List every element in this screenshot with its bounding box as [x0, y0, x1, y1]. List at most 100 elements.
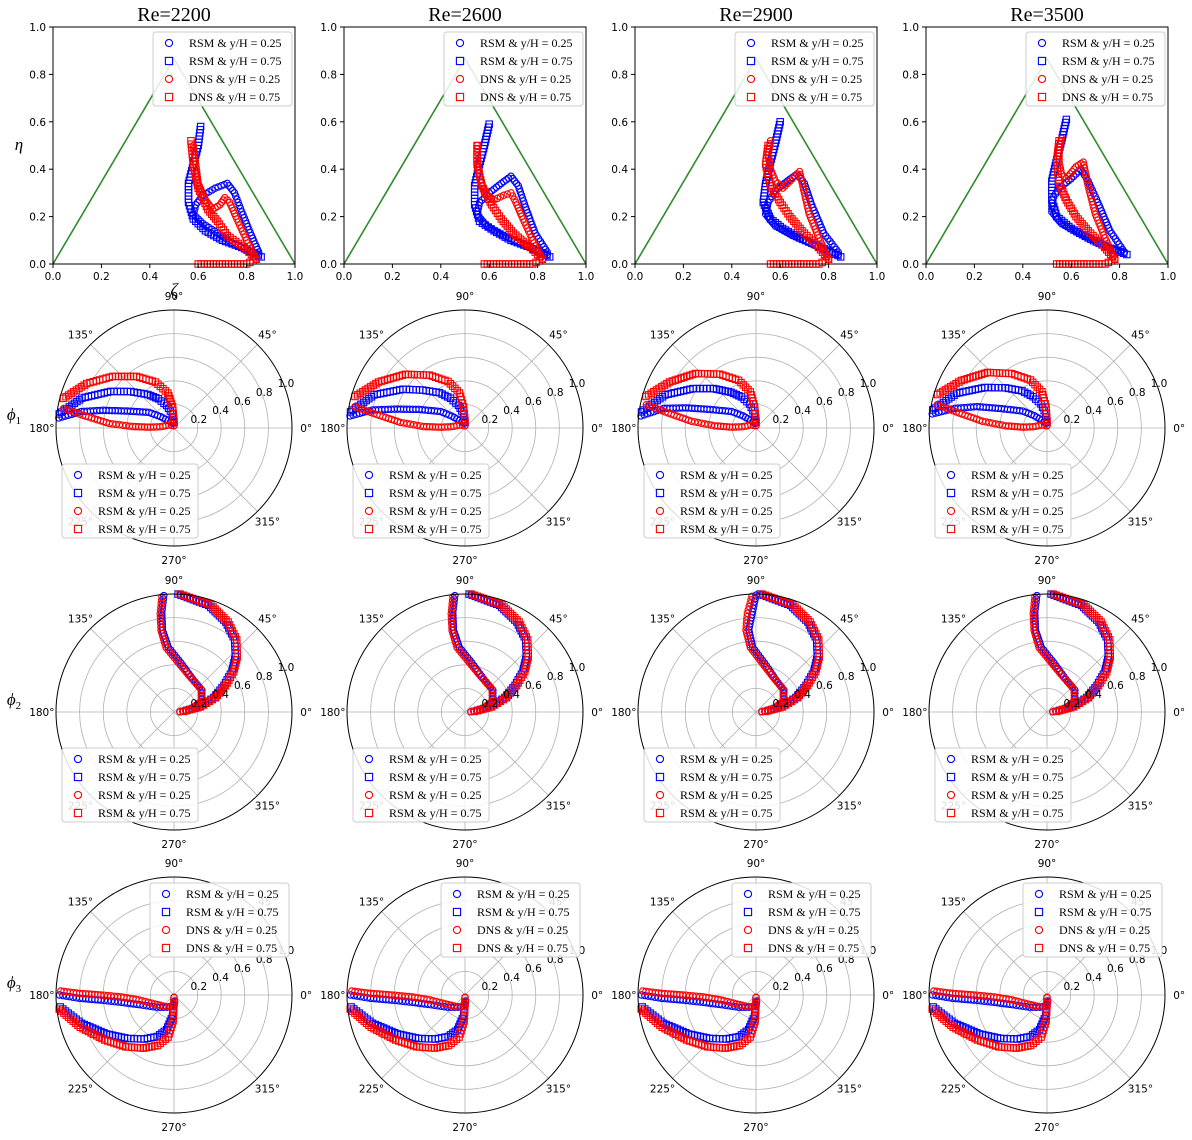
y-tick-label: 0.0	[29, 259, 46, 271]
data-point	[1060, 218, 1068, 227]
y-tick-label: 0.6	[320, 117, 337, 129]
legend-label: RSM & y/H = 0.75	[971, 806, 1063, 820]
legend-marker	[161, 943, 171, 953]
angle-label: 0°	[1173, 990, 1185, 1002]
x-tick-label: 0.0	[627, 271, 644, 283]
data-point	[165, 421, 173, 429]
data-point	[746, 599, 754, 607]
series-2	[639, 987, 761, 1011]
radial-tick-label: 0.4	[503, 972, 520, 984]
y-tick-label: 0.4	[29, 164, 46, 176]
data-point	[1051, 663, 1059, 671]
data-point	[211, 215, 220, 223]
legend-label: DNS & y/H = 0.75	[1059, 941, 1150, 955]
angle-label: 90°	[1038, 575, 1057, 587]
legend-marker	[161, 907, 171, 917]
angle-label: 225°	[68, 1083, 93, 1095]
angle-label: 90°	[747, 575, 766, 587]
legend-marker	[946, 488, 956, 498]
legend-marker	[73, 506, 83, 516]
data-point	[1100, 243, 1109, 252]
data-point	[1024, 1000, 1032, 1008]
data-point	[178, 663, 186, 671]
data-point	[531, 248, 539, 256]
legend-marker	[655, 470, 665, 480]
angular-gridline	[755, 711, 840, 796]
radial-tick-label: 0.2	[481, 414, 498, 426]
angle-label: 315°	[546, 800, 571, 812]
legend: RSM & y/H = 0.25 RSM & y/H = 0.75 RSM & y/…	[61, 747, 199, 823]
legend-label: RSM & y/H = 0.75	[771, 54, 863, 68]
data-point	[935, 1011, 943, 1019]
angular-gridline	[381, 628, 466, 713]
y-tick-label: 0.8	[320, 69, 337, 81]
angular-gridline	[1046, 994, 1131, 1079]
data-point	[1072, 163, 1080, 171]
radial-tick-label: 0.6	[816, 963, 833, 975]
data-point	[639, 1007, 648, 1015]
data-point	[744, 421, 752, 430]
series-2	[742, 592, 788, 716]
series-1	[174, 590, 240, 716]
legend-marker	[161, 925, 171, 935]
data-point	[500, 603, 508, 611]
legend: RSM & y/H = 0.25 RSM & y/H = 0.75 DNS & y/…	[734, 31, 875, 107]
legend-marker	[946, 808, 956, 818]
legend-label: RSM & y/H = 0.25	[389, 788, 481, 802]
series-2	[1055, 134, 1119, 264]
legend-label: RSM & y/H = 0.25	[389, 504, 481, 518]
legend-label: DNS & y/H = 0.25	[477, 923, 568, 937]
legend-label: RSM & y/H = 0.75	[98, 486, 190, 500]
legend-frame	[61, 747, 199, 823]
angle-label: 180°	[902, 990, 927, 1002]
data-point	[346, 408, 355, 416]
data-point	[503, 190, 512, 198]
data-point	[810, 238, 818, 247]
legend-label: RSM & y/H = 0.25	[771, 36, 863, 50]
data-point	[797, 612, 806, 620]
legend-label: RSM & y/H = 0.25	[680, 504, 772, 518]
data-point	[729, 389, 738, 398]
legend-label: RSM & y/H = 0.75	[971, 486, 1063, 500]
angular-gridline	[464, 628, 549, 713]
angle-label: 0°	[300, 990, 312, 1002]
legend-label: RSM & y/H = 0.25	[480, 36, 572, 50]
legend-marker	[946, 790, 956, 800]
data-point	[59, 404, 68, 413]
legend-label: RSM & y/H = 0.75	[480, 54, 572, 68]
legend-marker	[452, 925, 462, 935]
angular-gridline	[464, 711, 549, 796]
legend-label: RSM & y/H = 0.25	[971, 788, 1063, 802]
polar-frame	[55, 593, 293, 831]
radial-tick-label: 0.8	[1129, 387, 1146, 399]
data-point	[473, 141, 481, 150]
data-point	[796, 224, 804, 233]
data-point	[526, 243, 535, 252]
legend: RSM & y/H = 0.25 RSM & y/H = 0.75 DNS & y/…	[1022, 882, 1163, 958]
polar-frame	[637, 309, 875, 547]
radial-tick-label: 0.4	[794, 689, 811, 701]
data-point	[1057, 670, 1065, 678]
angular-gridline	[464, 344, 549, 429]
data-point	[503, 222, 512, 230]
legend-label: RSM & y/H = 0.75	[98, 522, 190, 536]
angle-label: 90°	[1038, 858, 1057, 870]
data-point	[508, 614, 517, 622]
data-point	[536, 253, 544, 261]
data-point	[1055, 668, 1063, 676]
data-point	[1096, 238, 1104, 247]
legend-marker	[455, 74, 465, 84]
radial-tick-label: 1.0	[569, 378, 586, 390]
data-point	[760, 661, 768, 669]
data-point	[346, 1005, 354, 1013]
series-3	[928, 999, 1051, 1052]
angular-gridline	[1046, 711, 1131, 796]
angle-label: 225°	[650, 1083, 675, 1095]
x-tick-label: 0.6	[772, 271, 789, 283]
data-point	[509, 174, 517, 183]
series-3	[642, 369, 760, 425]
triangle-panel-2: 0.00.0 0.2 0.2 0.4 0.4 0.6 0.6 0.8 0.8 1.0 1.0 RSM …	[611, 22, 885, 283]
angle-label: 270°	[1034, 839, 1059, 851]
legend-label: RSM & y/H = 0.75	[1059, 905, 1151, 919]
data-point	[159, 384, 167, 393]
